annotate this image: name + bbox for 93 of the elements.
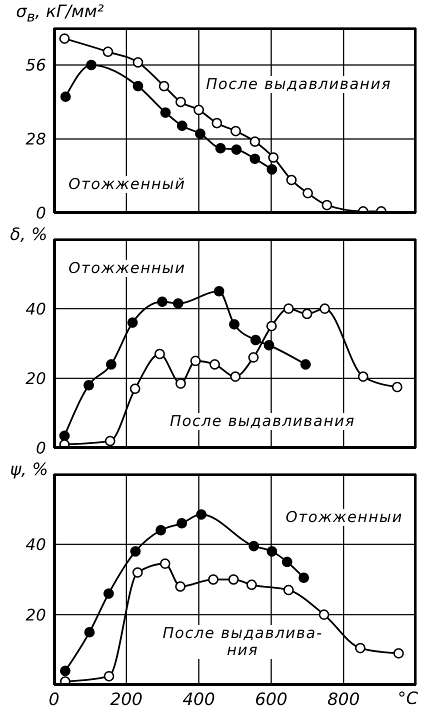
point xyxy=(156,296,168,307)
point xyxy=(358,371,368,382)
point xyxy=(266,164,278,175)
point xyxy=(283,584,294,596)
point xyxy=(195,128,206,139)
point xyxy=(60,91,71,102)
point xyxy=(158,80,170,92)
point xyxy=(212,118,222,128)
point xyxy=(322,200,332,210)
point xyxy=(286,174,297,186)
point xyxy=(60,666,70,676)
y-axis-title: δ, % xyxy=(9,225,48,245)
y-tick-label: 40 xyxy=(26,299,46,318)
point xyxy=(228,574,239,585)
point xyxy=(86,60,97,70)
point xyxy=(84,380,94,391)
point xyxy=(250,334,261,346)
point xyxy=(176,120,188,132)
y-tick-label: 28 xyxy=(26,130,46,149)
point xyxy=(215,143,226,154)
point xyxy=(231,144,242,155)
point xyxy=(248,540,260,552)
series-label: Отожженныи xyxy=(286,508,403,526)
point xyxy=(250,136,260,147)
y-axis-title: σ$_{в}$, кГ/мм² xyxy=(15,2,105,26)
point xyxy=(103,588,114,599)
y-tick-label: 0 xyxy=(36,438,46,458)
point xyxy=(355,642,366,654)
point xyxy=(266,320,277,332)
point xyxy=(393,648,404,659)
point xyxy=(172,298,184,309)
point xyxy=(282,556,292,568)
point xyxy=(264,340,274,350)
point xyxy=(104,670,114,682)
series-label: После выдавливания xyxy=(170,412,356,430)
y-tick-label: 40 xyxy=(26,535,46,554)
point xyxy=(214,286,224,296)
point xyxy=(132,80,144,92)
series-label: После выдавливания xyxy=(206,74,392,93)
x-tick-label: 0 xyxy=(48,690,60,710)
point xyxy=(283,303,294,314)
x-axis-title: °C xyxy=(398,689,418,709)
y-tick-label: 20 xyxy=(26,605,46,624)
point xyxy=(132,57,144,68)
point xyxy=(132,567,143,578)
point xyxy=(300,359,311,370)
point xyxy=(229,319,240,330)
text: Отожженный xyxy=(68,175,186,193)
point xyxy=(230,126,241,136)
point xyxy=(175,581,186,592)
point xyxy=(250,154,260,164)
point xyxy=(194,104,204,116)
point xyxy=(208,574,219,585)
point xyxy=(268,152,279,163)
point xyxy=(320,303,330,314)
point xyxy=(160,107,171,118)
point xyxy=(59,430,70,442)
point xyxy=(59,33,70,44)
point xyxy=(298,572,310,583)
point xyxy=(266,546,278,557)
y-axis-title: ψ, % xyxy=(9,460,50,480)
point xyxy=(84,627,95,638)
x-tick-label: 200 xyxy=(110,690,143,710)
point xyxy=(302,308,312,320)
point xyxy=(302,188,314,198)
point xyxy=(176,518,188,528)
point xyxy=(318,609,330,620)
point xyxy=(160,558,170,569)
point xyxy=(175,96,186,108)
x-tick-label: 400 xyxy=(182,690,216,710)
point xyxy=(156,525,166,536)
point xyxy=(106,359,116,370)
y-tick-label: 56 xyxy=(26,56,46,75)
point xyxy=(127,317,138,328)
series-label: Отожженныи xyxy=(68,258,186,277)
point xyxy=(230,371,241,382)
series-label: После выдавлива- ния xyxy=(162,624,323,660)
point xyxy=(248,352,259,363)
point xyxy=(130,546,141,557)
point xyxy=(190,356,201,366)
point xyxy=(196,509,207,520)
x-tick-label: 800 xyxy=(327,690,360,710)
point xyxy=(175,378,186,389)
point xyxy=(130,384,140,394)
point xyxy=(246,580,257,590)
point xyxy=(154,348,165,360)
point xyxy=(392,382,402,392)
y-tick-label: 0 xyxy=(36,204,46,223)
point xyxy=(209,359,220,370)
x-tick-label: 600 xyxy=(254,690,288,710)
point xyxy=(104,436,116,446)
point xyxy=(102,46,114,58)
y-tick-label: 20 xyxy=(26,369,46,388)
